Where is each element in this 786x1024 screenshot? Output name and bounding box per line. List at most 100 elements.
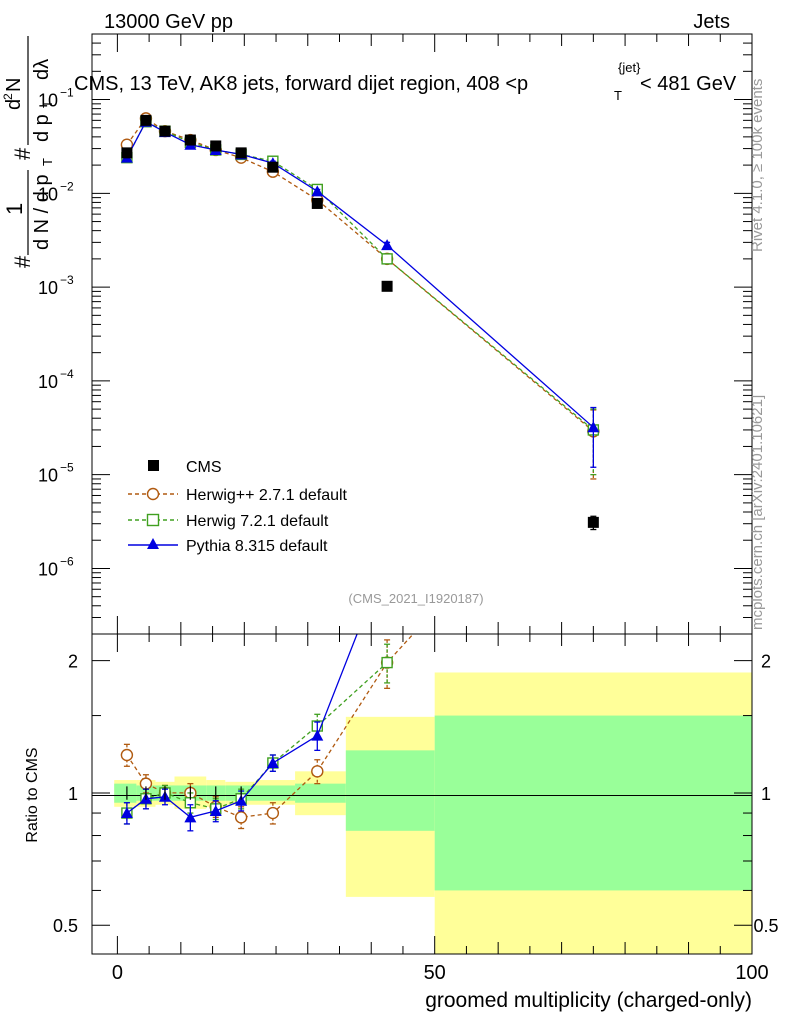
- line-ratio-herwigpp: [126, 634, 415, 818]
- y-tick-label-exp: −5: [60, 461, 74, 475]
- series-cms: [121, 114, 599, 531]
- ylabel-hash-2: #: [10, 147, 35, 160]
- ylabel-T-2: T: [40, 100, 55, 108]
- point-ratio-pythia: [311, 729, 324, 741]
- line-herwigpp: [126, 117, 594, 432]
- ratio-y-tick-label-right: 1: [761, 784, 771, 804]
- point-pythia: [311, 185, 324, 197]
- title-suffix: < 481 GeV: [640, 73, 737, 95]
- point-ratio-herwig7: [381, 656, 393, 669]
- point-pythia: [381, 239, 394, 251]
- main-ticks: 10−610−510−410−310−210−1: [38, 33, 753, 635]
- ratio-y-tick-label: 1: [68, 784, 78, 804]
- point-cms: [121, 147, 133, 159]
- line-herwig7: [126, 120, 594, 431]
- point-ratio-pythia: [235, 794, 248, 806]
- point-herwig7: [381, 253, 393, 265]
- point-pythia: [587, 421, 600, 433]
- y-tick-label: 10: [38, 184, 58, 204]
- point-cms: [235, 147, 247, 159]
- analysis-watermark: (CMS_2021_I1920187): [348, 591, 483, 606]
- legend-marker-herwigpp: [146, 487, 160, 501]
- series-herwig7: [121, 116, 600, 476]
- ylabel-one: 1: [2, 203, 27, 215]
- rivet-label: Rivet 4.1.0, ≥ 100k events: [749, 79, 766, 252]
- point-ratio-herwigpp: [311, 765, 324, 778]
- ylabel-sq: 2: [1, 93, 15, 100]
- y-tick-label-exp: −2: [60, 179, 74, 193]
- legend-label-pythia: Pythia 8.315 default: [186, 538, 328, 555]
- y-tick-label-exp: −3: [60, 273, 74, 287]
- ylabel-dlam: dλ: [31, 59, 53, 80]
- header-right: Jets: [693, 11, 730, 33]
- x-tick-label: 0: [112, 962, 123, 984]
- ylabel-num-d: d: [3, 99, 25, 110]
- ylabel-T-1: T: [40, 158, 55, 166]
- point-cms: [159, 125, 171, 137]
- ratio-marks: [120, 634, 415, 832]
- y-tick-label-exp: −4: [60, 367, 74, 381]
- ratio-y-tick-label: 2: [68, 652, 78, 672]
- point-cms: [267, 161, 279, 173]
- ratio-bands: [114, 672, 752, 954]
- ratio-y-tick-label-right: 0.5: [753, 916, 778, 936]
- x-tick-label: 50: [424, 962, 446, 984]
- point-cms: [381, 280, 393, 292]
- band-inner: [114, 783, 137, 803]
- x-axis-label: groomed multiplicity (charged-only): [425, 989, 752, 1012]
- legend: CMS Herwig++ 2.7.1 default Herwig 7.2.1 …: [128, 459, 348, 555]
- y-tick-label: 10: [38, 466, 58, 486]
- y-tick-label: 10: [38, 372, 58, 392]
- point-ratio-herwigpp: [234, 811, 248, 824]
- point-ratio-herwigpp: [120, 748, 134, 762]
- band-inner: [434, 715, 752, 891]
- y-tick-label-exp: −6: [60, 554, 74, 568]
- main-panel: 10−610−510−410−310−210−1: [38, 33, 753, 635]
- title-prefix: CMS, 13 TeV, AK8 jets, forward dijet reg…: [74, 73, 528, 95]
- ylabel-N: N: [3, 78, 25, 92]
- legend-label-cms: CMS: [186, 459, 222, 476]
- band-inner: [295, 783, 346, 803]
- header-left: 13000 GeV pp: [104, 11, 233, 33]
- ratio-ylabel: Ratio to CMS: [24, 747, 41, 842]
- mcplots-label: mcplots.cern.ch [arXiv:2401.10621]: [749, 395, 766, 630]
- y-tick-label-exp: −1: [60, 86, 74, 100]
- band-inner: [257, 785, 296, 801]
- point-cms: [210, 140, 222, 152]
- title-sub: T: [614, 88, 622, 103]
- point-ratio-pythia: [209, 804, 222, 816]
- point-cms: [184, 134, 196, 146]
- y-tick-label: 10: [38, 559, 58, 579]
- y-tick-label: 10: [38, 91, 58, 111]
- legend-label-herwig7: Herwig 7.2.1 default: [186, 513, 329, 530]
- y-tick-label: 10: [38, 278, 58, 298]
- ratio-ticks: 0.5 0.5 1 1 2 2 0 50 100: [53, 634, 779, 984]
- series-pythia: [120, 115, 600, 468]
- main-marks: [120, 112, 600, 531]
- band-inner: [345, 750, 435, 831]
- point-ratio-pythia: [120, 807, 133, 819]
- point-cms: [587, 516, 599, 528]
- x-tick-label: 100: [735, 962, 768, 984]
- ratio-y-tick-label: 0.5: [53, 916, 78, 936]
- ratio-frame: [91, 633, 753, 955]
- line-ratio-herwig7: [126, 662, 388, 814]
- point-ratio-herwigpp: [266, 806, 280, 820]
- legend-marker-pythia: [147, 538, 159, 549]
- main-ylabel: # 1 d N / d p T # d 2 N d p T dλ: [1, 36, 55, 268]
- series-herwigpp: [120, 112, 600, 480]
- legend-marker-herwig7: [146, 513, 160, 527]
- ratio-y-tick-label-right: 2: [761, 652, 771, 672]
- legend-marker-cms: [148, 460, 159, 471]
- ylabel-dpt: d p: [31, 114, 53, 142]
- point-cms: [140, 114, 152, 126]
- line-pythia: [126, 120, 594, 428]
- ratio-panel: 0.5 0.5 1 1 2 2 0 50 100: [53, 633, 779, 984]
- ylabel-dN: d N / d p: [31, 174, 53, 250]
- ylabel-hash-1: #: [10, 255, 35, 268]
- point-ratio-pythia: [184, 811, 197, 823]
- point-cms: [311, 197, 323, 209]
- main-title: CMS, 13 TeV, AK8 jets, forward dijet reg…: [74, 60, 737, 103]
- legend-label-herwigpp: Herwig++ 2.7.1 default: [186, 487, 348, 504]
